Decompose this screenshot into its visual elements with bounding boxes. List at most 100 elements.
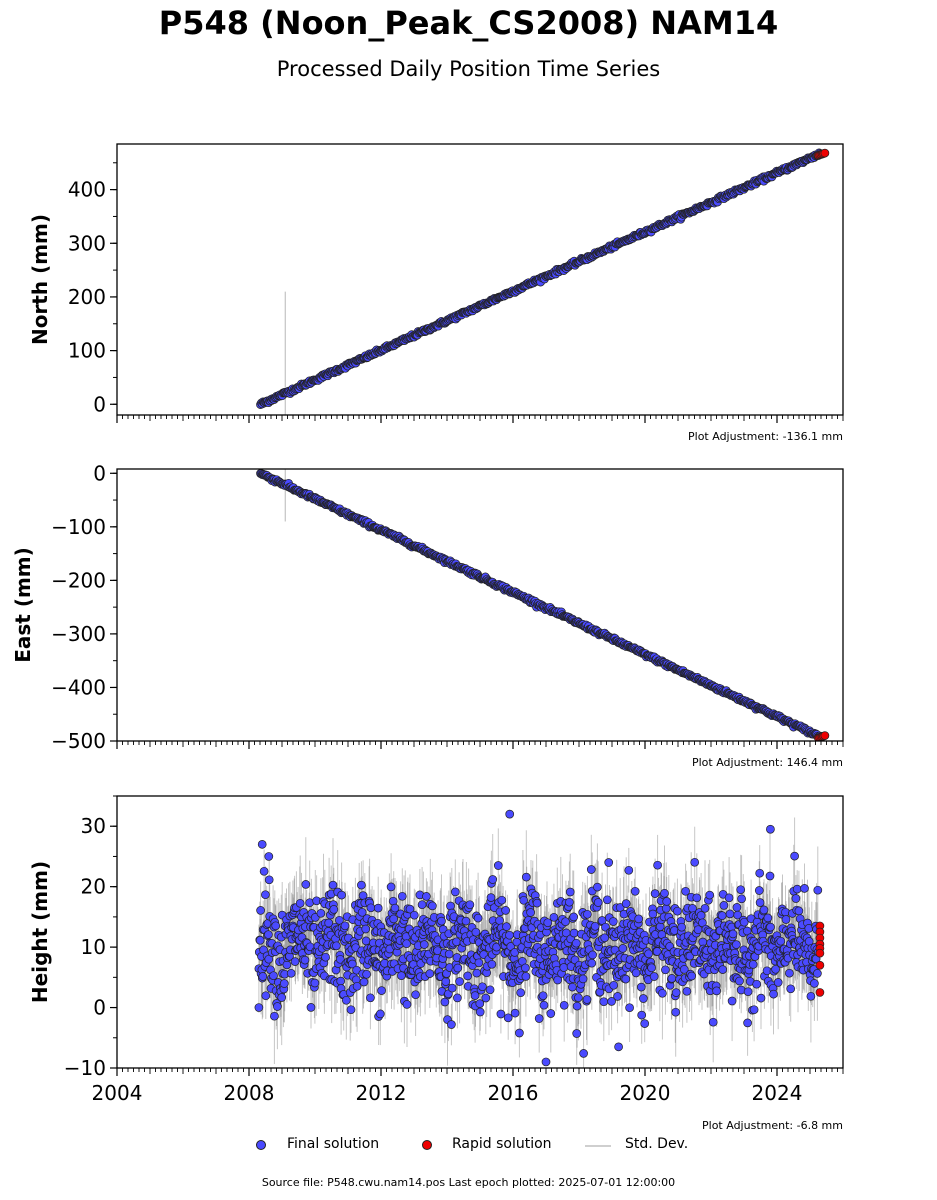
height-final-point — [679, 965, 689, 974]
height-final-point — [647, 963, 656, 973]
height-final-point — [765, 871, 775, 881]
height-final-point — [578, 974, 588, 984]
height-final-point — [604, 858, 614, 867]
north-frame — [116, 143, 844, 416]
height-final-point — [495, 916, 504, 925]
height-final-point — [521, 972, 531, 981]
height-final-point — [653, 860, 662, 870]
height-final-point — [579, 1049, 588, 1058]
height-final-point — [447, 983, 457, 993]
height-ytick-label: 20 — [81, 875, 106, 899]
north-ylabel: North (mm) — [28, 214, 52, 345]
height-final-point — [673, 906, 682, 916]
height-final-point — [366, 993, 375, 1003]
height-final-point — [377, 986, 386, 995]
height-final-point — [352, 981, 362, 991]
height-final-point — [649, 972, 659, 981]
height-final-point — [569, 912, 579, 922]
height-final-point — [687, 971, 697, 981]
legend-rapid-label: Rapid solution — [452, 1136, 552, 1152]
height-final-point — [521, 963, 530, 973]
height-final-point — [286, 968, 296, 978]
height-final-point — [474, 958, 484, 968]
height-final-point — [532, 898, 542, 908]
height-final-point — [790, 851, 799, 861]
east-panel: 0 −100 −200 −300 −400 −500 East (mm) — [11, 461, 844, 753]
height-final-point — [397, 971, 406, 981]
height-final-point — [453, 993, 462, 1003]
height-final-point — [453, 963, 463, 973]
height-final-point — [618, 944, 628, 953]
height-final-point — [362, 969, 371, 979]
height-final-point — [361, 924, 371, 934]
height-final-point — [485, 985, 495, 995]
height-final-point — [471, 927, 481, 937]
height-final-point — [719, 901, 729, 910]
height-final-point — [810, 979, 819, 988]
height-final-point — [417, 900, 427, 910]
height-final-point — [625, 1003, 634, 1013]
height-rapid-point — [815, 988, 825, 997]
height-panel: −10 0 10 20 30 Height (mm) 2004 2008 2012 2016 202… — [28, 795, 844, 1105]
height-final-point — [359, 977, 369, 987]
height-final-point — [515, 1028, 524, 1038]
height-final-point — [411, 990, 420, 1000]
height-final-point — [615, 903, 625, 912]
north-rapid-point — [820, 148, 830, 158]
height-final-point — [565, 887, 575, 897]
height-final-point — [510, 1008, 520, 1018]
height-final-point — [736, 885, 746, 895]
height-final-point — [444, 949, 454, 959]
height-final-point — [712, 986, 721, 996]
height-final-point — [450, 887, 460, 897]
height-final-point — [661, 965, 670, 975]
height-final-point — [261, 991, 271, 1001]
north-ytick-label: 200 — [68, 285, 106, 309]
height-final-point — [806, 991, 816, 1001]
height-final-point — [725, 909, 735, 919]
height-final-point — [541, 1057, 551, 1067]
height-final-point — [631, 968, 641, 978]
height-final-point — [254, 1003, 264, 1012]
height-xtick-label: 2020 — [620, 1081, 671, 1105]
height-ytick-label: 0 — [93, 996, 106, 1020]
height-final-point — [539, 1000, 549, 1010]
east-ylabel: East (mm) — [11, 547, 35, 663]
height-final-point — [255, 935, 265, 945]
height-final-point — [402, 1000, 412, 1009]
height-final-point — [692, 893, 702, 903]
height-final-point — [728, 929, 738, 939]
height-final-point — [574, 993, 583, 1003]
height-final-point — [813, 885, 823, 895]
legend-std-label: Std. Dev. — [625, 1136, 689, 1152]
height-final-point — [781, 915, 791, 924]
height-final-point — [791, 894, 801, 903]
height-final-point — [257, 840, 267, 849]
height-final-point — [279, 979, 289, 988]
east-ytick-label: −100 — [51, 515, 106, 539]
legend-final-marker — [256, 1140, 266, 1150]
height-final-point — [273, 1002, 282, 1011]
height-rapid-point — [815, 960, 825, 970]
height-final-point — [316, 908, 326, 918]
height-final-point — [658, 988, 667, 998]
height-final-point — [565, 897, 574, 907]
height-final-point — [599, 997, 609, 1007]
height-final-point — [455, 977, 464, 986]
height-final-point — [519, 895, 529, 905]
height-final-point — [667, 974, 677, 983]
height-final-point — [357, 907, 367, 917]
height-final-point — [755, 898, 765, 907]
height-final-point — [588, 950, 597, 960]
height-final-point — [593, 882, 602, 892]
height-final-point — [549, 912, 559, 922]
height-final-point — [402, 939, 411, 949]
height-final-point — [693, 925, 703, 935]
height-final-point — [301, 880, 311, 889]
height-final-point — [662, 897, 672, 906]
height-final-point — [437, 916, 446, 926]
north-plot-area — [256, 148, 830, 415]
height-final-point — [636, 982, 646, 992]
height-final-point — [470, 991, 480, 1000]
